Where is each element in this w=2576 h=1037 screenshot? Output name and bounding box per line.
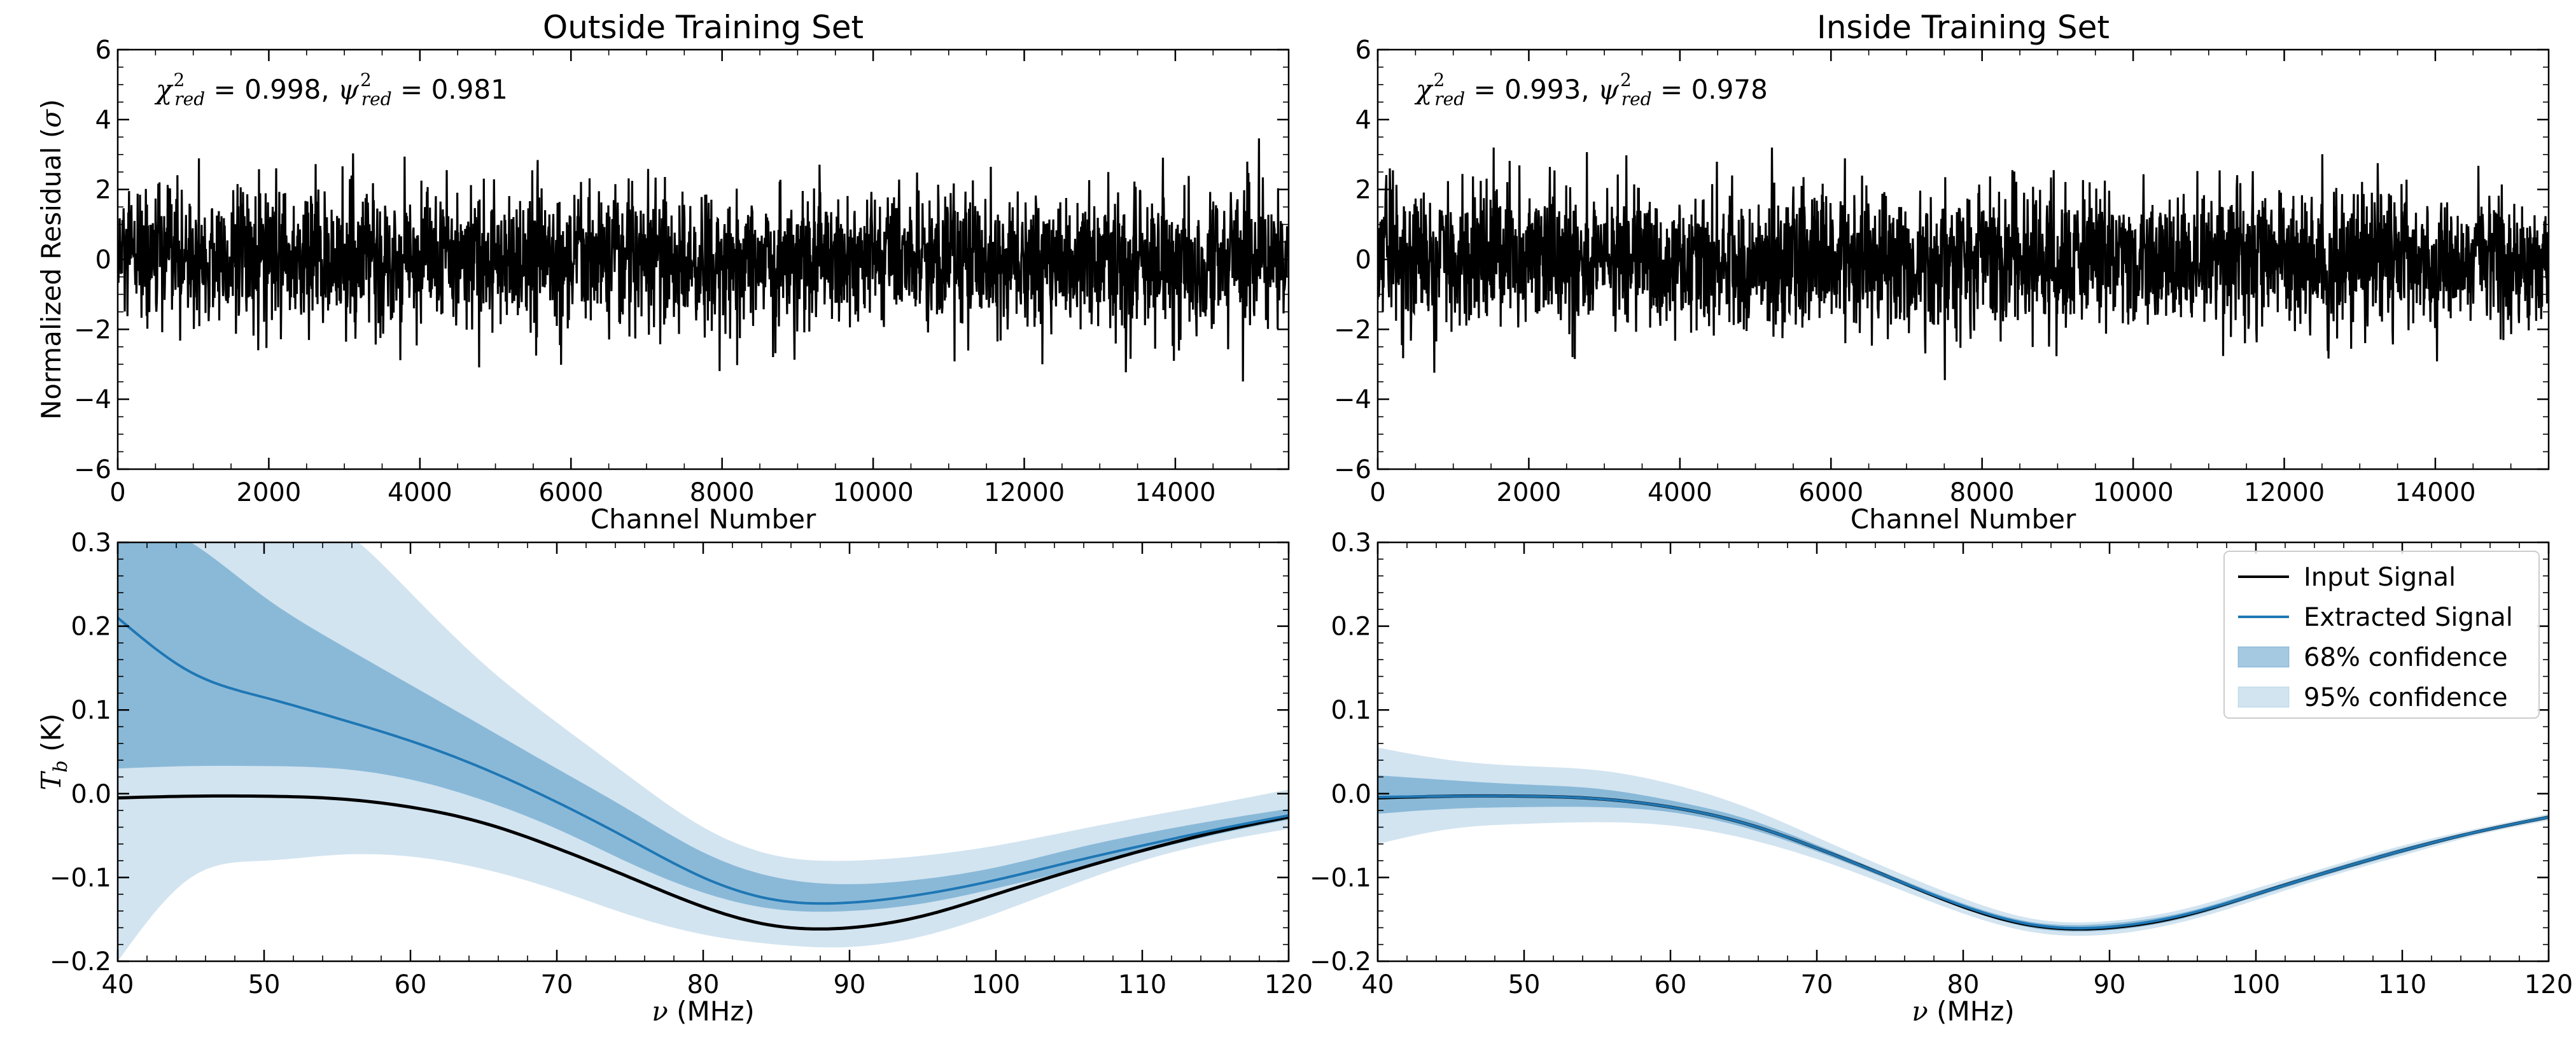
plot-area [118,138,1289,382]
x-tick-label: 100 [972,970,1020,999]
y-tick-label: 0.2 [71,612,111,642]
x-tick-label: 4000 [1648,478,1712,507]
x-tick-label: 100 [2232,970,2280,999]
plot-area [1378,147,2549,381]
x-tick-label: 2000 [1497,478,1562,507]
fit-statistics-annotation: χ2 red = 0.998, ψ2 red = 0.981 [154,69,508,109]
y-tick-label: 2 [95,176,111,205]
x-tick-label: 14000 [2395,478,2475,507]
plot-area [118,542,1289,961]
plot-area [1378,747,2549,936]
y-axis-label: Tb (K) [36,714,72,791]
panel-bottom-right: 40 50 60 70 80 90 100 110 120 −0.2 −0.1 0.0 0.1 0.2 0.… [1310,528,2573,1027]
x-tick-label: 90 [2094,970,2126,999]
y-tick-label: 0.1 [1331,696,1371,725]
x-tick-label: 0 [109,478,125,507]
x-tick-label: 50 [1508,970,1541,999]
x-tick-label: 120 [2524,970,2573,999]
x-axis-label: Channel Number [591,504,816,535]
y-tick-label: 0.0 [1331,780,1371,809]
y-tick-label: −4 [1334,385,1371,414]
y-tick-label: −0.2 [50,947,111,977]
confidence-68-band [1378,775,2549,932]
x-tick-label: 2000 [237,478,302,507]
x-tick-label: 0 [1369,478,1385,507]
x-tick-label: 80 [1947,970,1980,999]
y-tick-label: −0.1 [1310,863,1371,892]
y-tick-label: −4 [74,385,111,414]
extracted-signal-line [1378,794,2549,930]
y-tick-label: 0 [95,246,111,275]
x-tick-label: 6000 [538,478,603,507]
y-tick-label: 6 [1355,36,1371,65]
y-tick-label: 6 [95,36,111,65]
x-tick-label: 14000 [1135,478,1215,507]
y-tick-label: 0 [1355,246,1371,275]
legend-label: 95% confidence [2304,683,2508,712]
x-tick-label: 10000 [2092,478,2173,507]
y-tick-label: −0.2 [1310,947,1371,977]
panel-top-right: 0 2000 4000 6000 8000 10000 12000 14000 −6 −4 −2 0 2… [1334,9,2550,535]
residual-trace [118,138,1289,382]
legend-swatch [2237,686,2290,708]
x-tick-label: 70 [1801,970,1833,999]
y-tick-label: 0.3 [71,528,111,558]
y-tick-label: 4 [1355,106,1371,135]
panel-title: Inside Training Set [1817,9,2110,46]
x-tick-label: 90 [834,970,866,999]
confidence-68-band [118,542,1289,912]
y-tick-label: −2 [1334,315,1371,344]
legend-label: Extracted Signal [2304,603,2513,632]
legend-swatch [2237,646,2290,668]
x-tick-label: 12000 [984,478,1065,507]
y-tick-label: 0.1 [71,696,111,725]
y-tick-label: 4 [95,106,111,135]
extracted-signal-line [118,616,1289,905]
x-tick-label: 80 [687,970,720,999]
confidence-95-band [118,542,1289,961]
y-tick-label: −2 [74,315,111,344]
x-tick-label: 4000 [388,478,452,507]
residual-trace [1378,147,2549,381]
x-axis-label: ν (MHz) [652,996,755,1027]
legend-label: Input Signal [2304,563,2456,592]
panel-bottom-left: 40 50 60 70 80 90 100 110 120 −0.2 −0.1 0.0 0.1 0.2 0.… [36,528,1313,1027]
x-tick-label: 110 [1118,970,1166,999]
legend-label: 68% confidence [2304,643,2508,672]
x-tick-label: 60 [1655,970,1687,999]
y-axis-label: Normalized Residual (σ) [36,99,67,420]
x-axis-label: Channel Number [1851,504,2076,535]
x-tick-label: 50 [248,970,281,999]
x-tick-label: 70 [541,970,573,999]
y-tick-label: −0.1 [50,863,111,892]
x-tick-label: 8000 [1950,478,2015,507]
x-tick-label: 110 [2378,970,2426,999]
x-axis-label: ν (MHz) [1912,996,2015,1027]
x-tick-label: 12000 [2244,478,2325,507]
legend-frame [2223,551,2540,719]
y-tick-label: −6 [1334,455,1371,484]
panel-title: Outside Training Set [543,9,864,46]
confidence-95-band [1378,747,2549,936]
x-tick-label: 10000 [832,478,913,507]
x-tick-label: 120 [1264,970,1313,999]
input-signal-line [118,794,1289,931]
x-tick-label: 6000 [1798,478,1863,507]
fit-statistics-annotation: χ2 red = 0.993, ψ2 red = 0.978 [1414,69,1768,109]
y-tick-label: −6 [74,455,111,484]
y-tick-label: 0.3 [1331,528,1371,558]
y-tick-label: 2 [1355,176,1371,205]
legend: Input Signal Extracted Signal 68% confiden… [2223,551,2540,719]
x-tick-label: 8000 [690,478,755,507]
panel-top-left: 0 2000 4000 6000 8000 10000 12000 14000 −6 −4 −2 0 2… [36,9,1290,535]
y-tick-label: 0.2 [1331,612,1371,642]
x-tick-label: 60 [395,970,427,999]
x-tick-label: 40 [102,970,134,999]
x-tick-label: 40 [1362,970,1394,999]
y-tick-label: 0.0 [71,780,111,809]
